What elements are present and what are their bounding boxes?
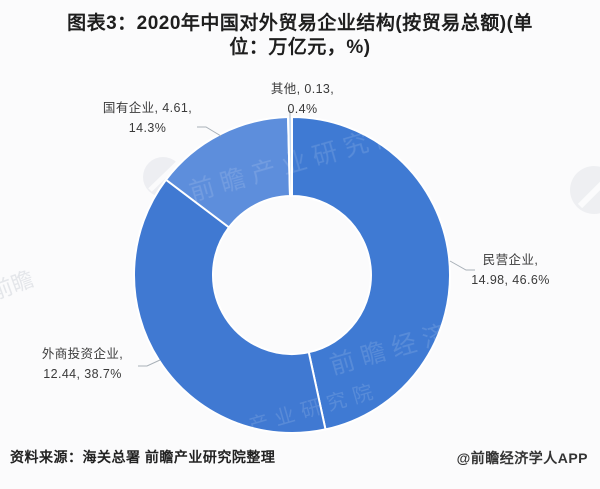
slice-label-private-line2: 14.98, 46.6% — [471, 273, 550, 287]
source-note: 资料来源：海关总署 前瞻产业研究院整理 — [10, 449, 276, 465]
pie-slice-3 — [287, 116, 293, 198]
slice-label-private-line1: 民营企业, — [482, 253, 539, 267]
slice-label-other-line1: 其他, 0.13, — [270, 82, 335, 96]
pie-slice-0 — [291, 116, 452, 431]
credit-badge: @前瞻经济学人APP — [456, 450, 588, 466]
slice-label-state-owned: 国有企业, 4.61, 14.3% — [75, 99, 220, 138]
slice-label-state-line1: 国有企业, 4.61, — [102, 101, 193, 115]
slice-label-private: 民营企业, 14.98, 46.6% — [448, 250, 573, 290]
leader-line-state — [197, 126, 222, 137]
slice-label-other: 其他, 0.13, 0.4% — [225, 80, 380, 119]
slice-label-other-line2: 0.4% — [287, 101, 318, 116]
page-title-line1: 图表3：2020年中国对外贸易企业结构(按贸易总额)(单 — [67, 13, 533, 34]
leader-lines — [138, 110, 475, 367]
leader-line-private — [449, 260, 475, 271]
slice-label-foreign-line2: 12.44, 38.7% — [43, 367, 122, 381]
donut-slices — [133, 116, 452, 434]
slice-label-foreign-invested: 外商投资企业, 12.44, 38.7% — [15, 344, 150, 384]
watermark-text-left-edge: 前瞻 — [0, 266, 37, 305]
page-title: 图表3：2020年中国对外贸易企业结构(按贸易总额)(单 位：万亿元，%) — [0, 12, 600, 60]
slice-label-foreign-line1: 外商投资企业, — [41, 347, 124, 361]
leader-line-foreign — [138, 359, 161, 367]
slice-label-state-line2: 14.3% — [128, 120, 167, 135]
page-title-line2: 位：万亿元，%) — [229, 37, 371, 58]
watermark-logo-right — [570, 166, 600, 214]
pie-slice-1 — [133, 178, 327, 434]
